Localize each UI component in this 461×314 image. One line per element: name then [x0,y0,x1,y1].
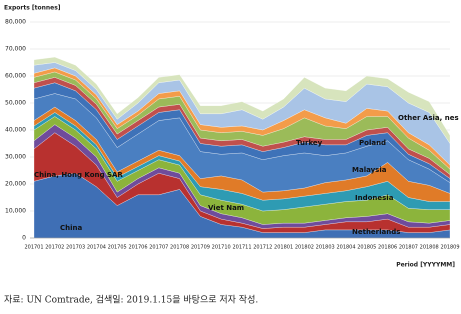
x-tick-label: 201807 [399,245,418,251]
x-tick-label: 201801 [274,245,293,251]
y-tick-label: 40,000 [5,127,26,134]
annotation: Netherlands [352,228,400,236]
annotation: Viet Nam [208,204,244,212]
source-note: 자료: UN Comtrade, 검색일: 2019.1.15을 바탕으로 저자… [4,294,258,306]
y-tick-label: 20,000 [5,181,26,188]
y-tick-label: 30,000 [5,154,26,161]
annotation: Other Asia, nes [398,114,459,122]
x-tick-label: 201702 [45,245,64,251]
x-tick-label: 201704 [87,245,106,251]
annotation: China [60,224,83,232]
x-tick-label: 201809 [440,245,459,251]
area-series [33,56,451,144]
x-tick-label: 201703 [66,245,85,251]
y-tick-label: 60,000 [5,73,26,80]
x-tick-label: 201804 [336,245,355,251]
x-tick-label: 201712 [253,245,272,251]
annotation: Indonesia [355,194,394,202]
x-tick-label: 201709 [191,245,210,251]
x-tick-label: 201802 [295,245,314,251]
y-tick-label: 70,000 [5,46,26,53]
x-tick-label: 201708 [170,245,189,251]
y-axis-label: Exports [tonnes] [4,5,61,12]
x-tick-label: 201806 [378,245,397,251]
x-tick-label: 201706 [128,245,147,251]
annotation: China, Hong Kong SAR [34,171,123,179]
annotation: Turkey [296,139,323,147]
x-tick-label: 201803 [316,245,335,251]
x-axis-label: Period [YYYYMM] [396,262,455,269]
x-tick-label: 201705 [108,245,127,251]
x-tick-label: 201808 [420,245,439,251]
y-tick-label: 10,000 [5,208,26,215]
x-tick-label: 201707 [149,245,168,251]
x-tick-label: 201711 [232,245,251,251]
y-tick-label: 0 [22,235,26,242]
x-tick-label: 201701 [24,245,43,251]
x-tick-label: 201805 [357,245,376,251]
y-tick-label: 80,000 [5,19,26,26]
y-tick-label: 50,000 [5,100,26,107]
annotation: Malaysia [352,166,387,174]
annotation: Poland [359,139,386,147]
x-tick-label: 201710 [212,245,231,251]
